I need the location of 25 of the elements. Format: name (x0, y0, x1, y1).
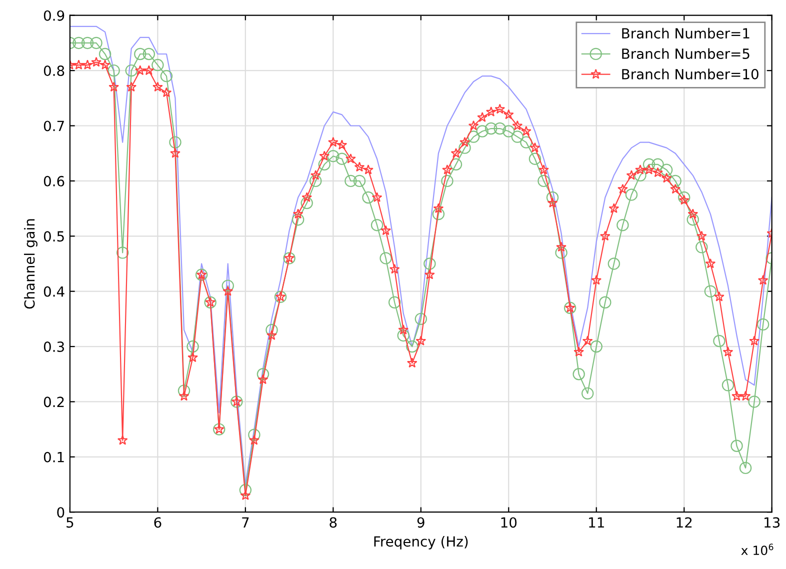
y-tick-label: 0.1 (44, 452, 64, 462)
x-tick-label: 12 (676, 517, 692, 528)
x-tick-label: 5 (66, 517, 74, 528)
x-tick-label: 13 (764, 517, 780, 528)
y-tick-label: 0.4 (44, 286, 64, 297)
y-tick-label: 0.7 (44, 120, 64, 132)
y-tick-label: 0.6 (44, 176, 64, 186)
y-tick-label: 0.3 (44, 341, 64, 352)
y-tick-label: 0 (57, 507, 64, 518)
legend-label: Branch Number=5 (622, 48, 750, 59)
legend-label: Branch Number=1 (622, 28, 750, 39)
y-tick-label: 0.8 (44, 66, 64, 76)
x-axis-title: Freqency (Hz) (374, 536, 468, 550)
y-tick-label: 0.2 (44, 396, 64, 408)
x-tick-label: 8 (330, 517, 337, 528)
x-tick-label: 11 (589, 517, 604, 528)
x-tick-label: 6 (154, 517, 162, 528)
x-tick-label: 7 (242, 517, 249, 528)
x-tick-label: 10 (501, 517, 517, 528)
legend-label: Branch Number=10 (622, 68, 758, 80)
x-tick-label: 9 (417, 517, 424, 528)
y-tick-label: 0.9 (44, 10, 64, 21)
y-tick-label: 0.5 (44, 231, 64, 242)
text: x 10$^{6}$ (741, 544, 774, 556)
y-axis-title: Channel gain (24, 219, 38, 309)
